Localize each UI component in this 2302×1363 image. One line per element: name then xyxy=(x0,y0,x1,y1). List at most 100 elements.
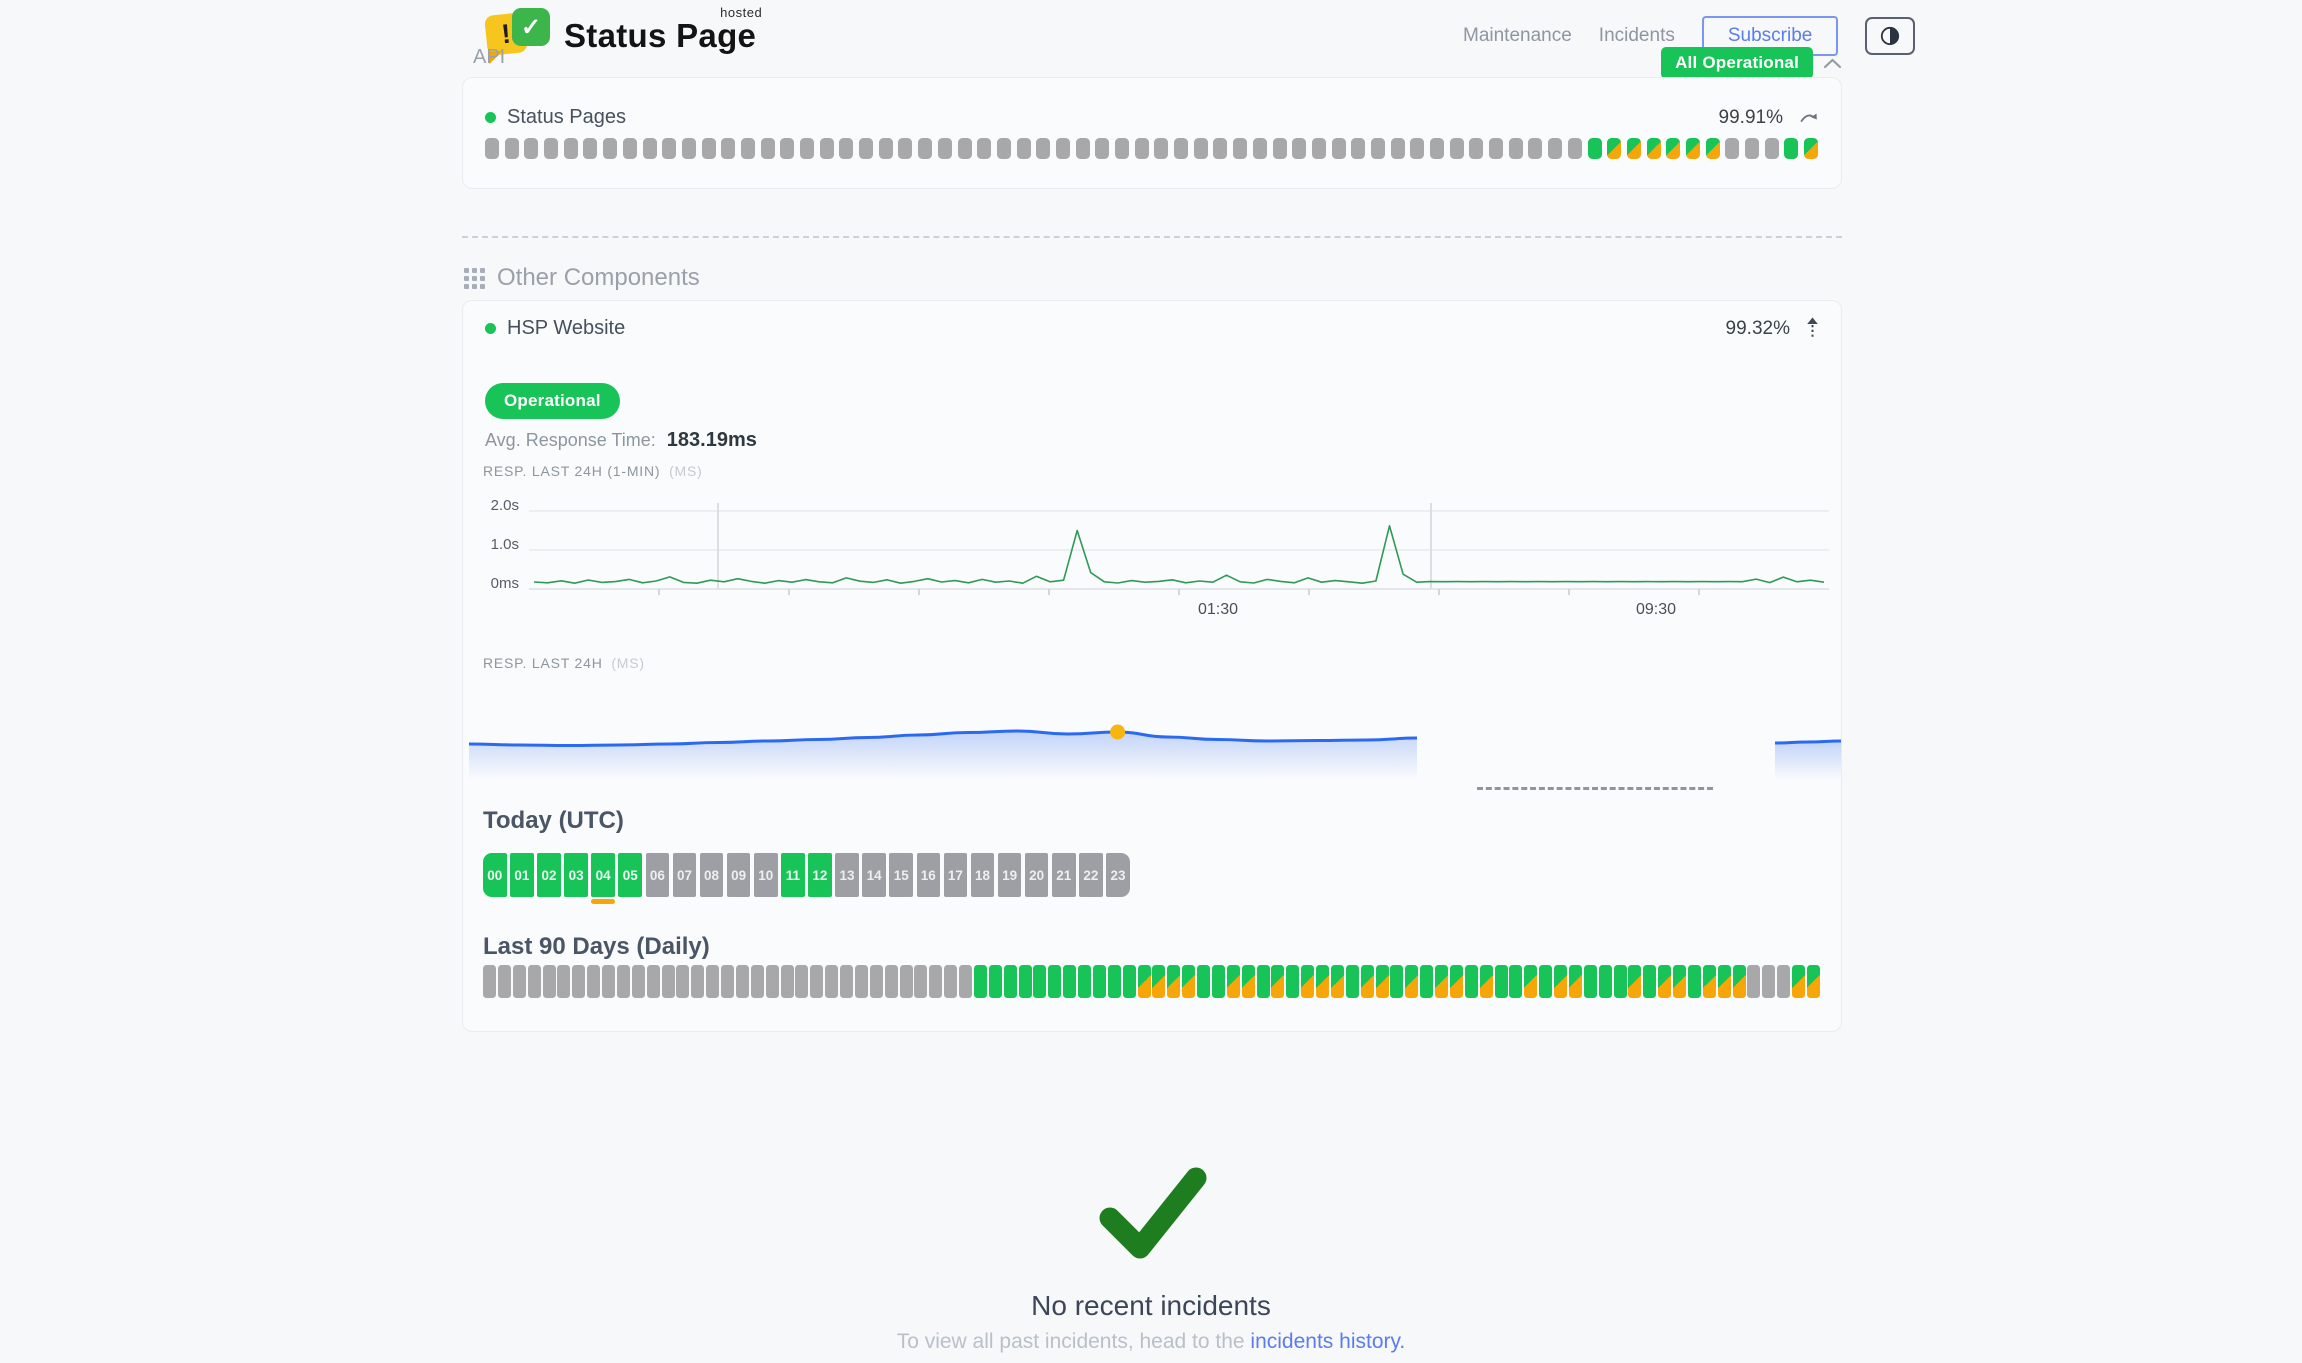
uptime-segment[interactable] xyxy=(642,138,657,159)
hour-block-13[interactable]: 13 xyxy=(835,853,859,897)
uptime-segment[interactable] xyxy=(1122,965,1136,998)
uptime-segment[interactable] xyxy=(1666,138,1681,159)
hour-block-19[interactable]: 19 xyxy=(997,853,1022,897)
uptime-segment[interactable] xyxy=(1197,965,1210,998)
theme-toggle-button[interactable] xyxy=(1865,17,1916,55)
hour-block-14[interactable]: 14 xyxy=(862,853,886,897)
uptime-segment[interactable] xyxy=(800,138,814,159)
uptime-segment[interactable] xyxy=(1226,965,1240,998)
uptime-segment[interactable] xyxy=(944,965,958,998)
uptime-segment[interactable] xyxy=(1784,138,1799,159)
uptime-segment[interactable] xyxy=(721,138,736,159)
uptime-segment[interactable] xyxy=(878,138,893,159)
uptime-segment[interactable] xyxy=(497,965,511,998)
uptime-segment[interactable] xyxy=(1174,138,1189,159)
uptime-segment[interactable] xyxy=(1115,138,1129,159)
uptime-segment[interactable] xyxy=(1554,965,1567,998)
uptime-segment[interactable] xyxy=(1508,138,1523,159)
uptime-segment[interactable] xyxy=(914,965,928,998)
uptime-segment[interactable] xyxy=(1705,138,1720,159)
uptime-segment[interactable] xyxy=(1732,965,1746,998)
uptime-segment[interactable] xyxy=(760,138,775,159)
uptime-segment[interactable] xyxy=(959,965,972,998)
uptime-segment[interactable] xyxy=(1370,138,1385,159)
hour-block-16[interactable]: 16 xyxy=(916,853,941,897)
uptime-segment[interactable] xyxy=(1137,965,1151,998)
hour-block-10[interactable]: 10 xyxy=(753,853,778,897)
uptime-segment[interactable] xyxy=(661,965,675,998)
uptime-segment[interactable] xyxy=(1509,965,1523,998)
uptime-segment[interactable] xyxy=(1687,965,1701,998)
uptime-segment[interactable] xyxy=(1449,138,1464,159)
uptime-segment[interactable] xyxy=(1152,965,1166,998)
uptime-segment[interactable] xyxy=(1548,138,1563,159)
uptime-segment[interactable] xyxy=(646,965,660,998)
uptime-segment[interactable] xyxy=(583,138,598,159)
uptime-segment[interactable] xyxy=(1598,965,1612,998)
resp-daily-chart[interactable] xyxy=(469,699,1417,784)
uptime-segment[interactable] xyxy=(1628,965,1642,998)
uptime-segment[interactable] xyxy=(1107,965,1121,998)
uptime-segment[interactable] xyxy=(1747,965,1761,998)
uptime-segment[interactable] xyxy=(603,138,618,159)
uptime-segment[interactable] xyxy=(544,138,559,159)
uptime-segment[interactable] xyxy=(1725,138,1740,159)
uptime-segment[interactable] xyxy=(1033,965,1047,998)
uptime-segment[interactable] xyxy=(1626,138,1641,159)
uptime-segment[interactable] xyxy=(1420,965,1434,998)
uptime-segment[interactable] xyxy=(1673,965,1686,998)
uptime-segment[interactable] xyxy=(1717,965,1731,998)
uptime-segment[interactable] xyxy=(1016,138,1031,159)
uptime-segment[interactable] xyxy=(1375,965,1389,998)
uptime-segment[interactable] xyxy=(602,965,615,998)
uptime-segment[interactable] xyxy=(957,138,972,159)
uptime-segment[interactable] xyxy=(1528,138,1543,159)
uptime-segment[interactable] xyxy=(1745,138,1759,159)
uptime-segment[interactable] xyxy=(839,138,854,159)
uptime-segment[interactable] xyxy=(1330,965,1344,998)
resp-1min-chart[interactable] xyxy=(529,499,1829,597)
hour-block-15[interactable]: 15 xyxy=(889,853,913,897)
hour-block-18[interactable]: 18 xyxy=(970,853,995,897)
uptime-segment[interactable] xyxy=(1464,965,1478,998)
uptime-segment[interactable] xyxy=(810,965,824,998)
uptime-segment[interactable] xyxy=(512,965,526,998)
hour-block-01[interactable]: 01 xyxy=(510,853,534,897)
uptime-segment[interactable] xyxy=(504,138,519,159)
uptime-segment[interactable] xyxy=(563,138,578,159)
uptime-segment[interactable] xyxy=(1410,138,1425,159)
uptime-segment[interactable] xyxy=(706,965,720,998)
hour-block-06[interactable]: 06 xyxy=(645,853,670,897)
hour-block-00[interactable]: 00 xyxy=(483,853,507,897)
uptime-segment[interactable] xyxy=(1256,965,1270,998)
uptime-segment[interactable] xyxy=(1449,965,1463,998)
uptime-segment[interactable] xyxy=(1018,965,1032,998)
hour-block-05[interactable]: 05 xyxy=(618,853,643,897)
uptime-segment[interactable] xyxy=(1777,965,1791,998)
uptime-segment[interactable] xyxy=(1092,965,1106,998)
uptime-segment[interactable] xyxy=(1272,138,1287,159)
refresh-icon[interactable] xyxy=(1799,110,1819,125)
uptime-segment[interactable] xyxy=(1587,138,1602,159)
uptime-segment[interactable] xyxy=(527,965,541,998)
uptime-segment[interactable] xyxy=(1134,138,1149,159)
uptime-segment[interactable] xyxy=(1286,965,1300,998)
uptime-segment[interactable] xyxy=(1167,965,1181,998)
uptime-segment[interactable] xyxy=(1154,138,1169,159)
uptime-segment[interactable] xyxy=(721,965,734,998)
uptime-segment[interactable] xyxy=(840,965,853,998)
hour-block-07[interactable]: 07 xyxy=(672,853,697,897)
chevron-up-icon[interactable] xyxy=(1823,58,1842,69)
uptime-segment[interactable] xyxy=(899,965,913,998)
uptime-segment[interactable] xyxy=(1211,965,1225,998)
uptime-segment[interactable] xyxy=(1213,138,1228,159)
uptime-segment[interactable] xyxy=(1345,965,1359,998)
uptime-segment[interactable] xyxy=(973,965,987,998)
uptime-segment[interactable] xyxy=(1003,965,1017,998)
uptime-segment[interactable] xyxy=(825,965,839,998)
uptime-segment[interactable] xyxy=(622,138,637,159)
uptime-segment[interactable] xyxy=(1292,138,1307,159)
uptime-segment[interactable] xyxy=(1193,138,1208,159)
uptime-segment[interactable] xyxy=(977,138,992,159)
uptime-segment[interactable] xyxy=(819,138,834,159)
